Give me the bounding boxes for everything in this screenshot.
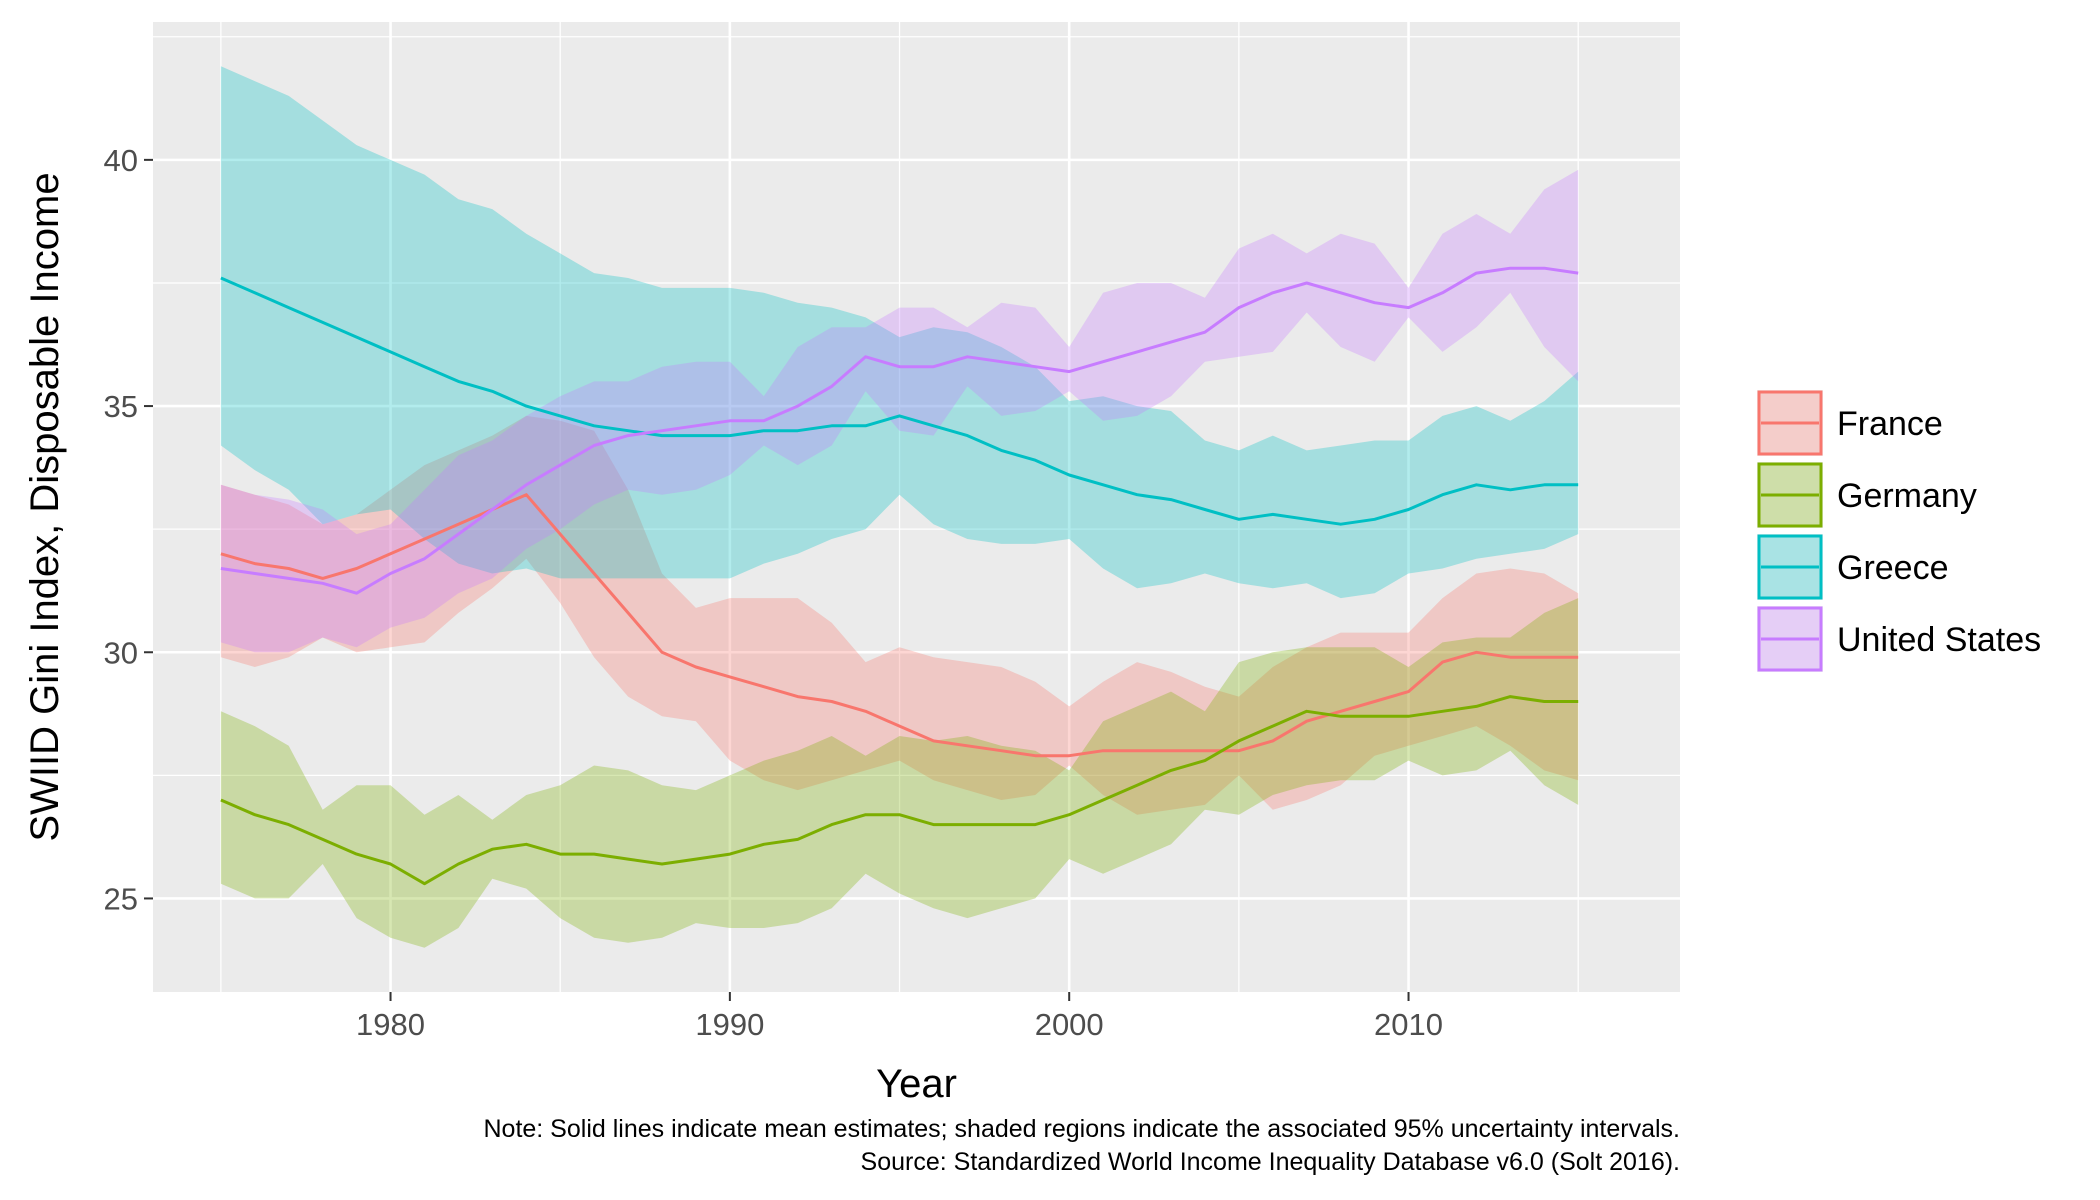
y-tick-label: 35 bbox=[104, 389, 138, 424]
line-united-states bbox=[220, 266, 1579, 595]
y-axis: 25 30 35 40 bbox=[104, 143, 153, 916]
legend-item-greece: Greece bbox=[1757, 534, 1949, 600]
plot-panel bbox=[153, 22, 1680, 992]
x-axis-title: Year bbox=[876, 1062, 957, 1106]
x-tick-label: 2010 bbox=[1374, 1007, 1443, 1042]
y-axis-title: SWIID Gini Index, Disposable Income bbox=[23, 172, 67, 841]
legend-label: Greece bbox=[1837, 549, 1949, 587]
x-axis: 1980 1990 2000 2010 bbox=[356, 992, 1443, 1042]
legend-item-united-states: United States bbox=[1757, 606, 2041, 672]
legend-label: Germany bbox=[1837, 477, 1977, 515]
grid-major bbox=[153, 22, 1680, 992]
y-tick-label: 25 bbox=[104, 881, 138, 916]
x-tick-label: 2000 bbox=[1035, 1007, 1104, 1042]
mean-lines bbox=[220, 266, 1579, 886]
band-united-states bbox=[220, 169, 1579, 653]
legend: France Germany Greece United States bbox=[1757, 390, 2041, 672]
x-tick-label: 1990 bbox=[695, 1007, 764, 1042]
caption-note: Note: Solid lines indicate mean estimate… bbox=[483, 1115, 1680, 1143]
legend-item-germany: Germany bbox=[1757, 462, 1977, 528]
legend-label: France bbox=[1837, 405, 1943, 443]
band-france bbox=[220, 415, 1579, 815]
line-greece bbox=[220, 276, 1579, 526]
y-tick-label: 30 bbox=[104, 635, 138, 670]
line-france bbox=[220, 493, 1579, 758]
line-germany bbox=[220, 695, 1579, 886]
legend-item-france: France bbox=[1757, 390, 1943, 456]
caption-source: Source: Standardized World Income Inequa… bbox=[861, 1148, 1680, 1176]
legend-label: United States bbox=[1837, 621, 2041, 659]
band-germany bbox=[220, 598, 1579, 948]
grid-minor bbox=[153, 22, 1680, 992]
x-tick-label: 1980 bbox=[356, 1007, 425, 1042]
y-tick-label: 40 bbox=[104, 143, 138, 178]
